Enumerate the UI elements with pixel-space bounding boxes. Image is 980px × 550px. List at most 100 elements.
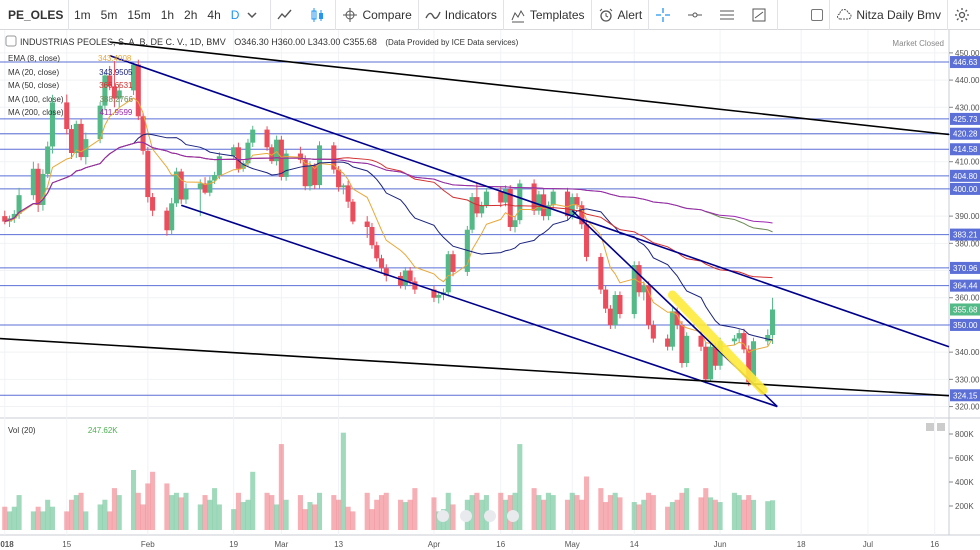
volume-tick-label: 200K — [955, 502, 974, 511]
time-tick-label: May — [565, 540, 580, 549]
candle-body — [412, 281, 418, 290]
volume-bar — [264, 492, 270, 530]
templates-label: Templates — [529, 7, 585, 22]
candle-body — [402, 270, 408, 286]
indicators-button[interactable]: Indicators — [419, 0, 503, 30]
price-chart[interactable]: 320.00330.00340.00350.00360.00370.00380.… — [0, 30, 980, 550]
volume-bar — [78, 492, 84, 530]
candle-body — [502, 188, 509, 203]
timeframe-4h[interactable]: 4h — [207, 7, 221, 22]
timeframe-1m[interactable]: 1m — [74, 7, 91, 22]
candle-body — [73, 123, 79, 153]
volume-bar — [173, 492, 179, 530]
candle-body — [111, 86, 117, 99]
drawing-tools-button[interactable] — [745, 0, 777, 30]
indicator-legend: EMA (8, close) 343.4908 MA (20, close) 343… — [8, 52, 133, 120]
candle-body — [665, 338, 671, 347]
volume-bar — [269, 495, 275, 530]
volume-bar — [240, 502, 246, 530]
price-tick-label: 340.00 — [955, 348, 980, 357]
layout-selector[interactable]: Nitza Daily Bmv — [830, 0, 947, 30]
toolbar-divider — [829, 0, 831, 30]
symbol-search[interactable]: PE_OLES — [8, 7, 64, 22]
indicator-name: MA (20, close) — [8, 67, 60, 77]
volume-bar — [340, 432, 346, 530]
candle-body — [679, 324, 685, 364]
candle-body — [512, 220, 518, 227]
lines-icon — [719, 7, 735, 23]
volume-bar — [150, 471, 156, 530]
last-price-label: 355.68 — [953, 305, 978, 314]
level-tag-label: 414.58 — [953, 145, 978, 154]
settings-button[interactable] — [948, 0, 980, 30]
volume-bar — [97, 504, 103, 530]
candle-body — [235, 147, 241, 169]
volume-bar — [412, 488, 418, 530]
volume-bar — [474, 492, 480, 530]
indicator-ma50[interactable]: MA (50, close) 366.6531 — [8, 79, 133, 93]
indicator-ma20[interactable]: MA (20, close) 343.9505 — [8, 66, 133, 80]
compare-label: Compare — [362, 7, 412, 22]
volume-bar — [703, 488, 709, 530]
navigation-button-icon — [507, 510, 519, 522]
time-tick-label: 16 — [496, 540, 505, 549]
crosshair-button[interactable] — [649, 0, 681, 30]
indicator-value: 343.9505 — [99, 67, 133, 77]
candle-body — [569, 197, 575, 217]
drawing-tools-icon — [751, 7, 767, 23]
volume-bar — [364, 492, 370, 530]
trendline — [667, 290, 768, 395]
volume-bar — [584, 476, 590, 530]
volume-bar — [107, 511, 113, 530]
volume-bar — [750, 499, 757, 530]
timeframe-1h[interactable]: 1h — [160, 7, 175, 22]
volume-axis: 800K 600K 400K 200K — [949, 430, 974, 511]
candle-body — [483, 191, 489, 206]
volume-legend: Vol (20) 247.62K — [8, 424, 118, 438]
volume-bar — [73, 495, 79, 530]
alarm-clock-icon — [598, 7, 614, 23]
sync-checkbox[interactable] — [805, 0, 829, 30]
layout-name: Nitza Daily Bmv — [856, 7, 941, 22]
volume-bar — [30, 511, 36, 530]
alert-button[interactable]: Alert — [592, 0, 649, 30]
grid — [0, 30, 980, 536]
indicator-ma200[interactable]: MA (200, close) 411.9599 — [8, 106, 133, 120]
indicator-ema8[interactable]: EMA (8, close) 343.4908 — [8, 52, 133, 66]
price-tick-label: 450.00 — [955, 49, 980, 58]
horizontal-ray-button[interactable] — [681, 0, 713, 30]
volume-bar — [197, 504, 203, 530]
volume-bar — [307, 502, 313, 530]
volume-bar — [536, 495, 542, 530]
volume-bar — [312, 504, 318, 530]
timeframe-d[interactable]: D — [230, 7, 240, 22]
timeframe-2h[interactable]: 2h — [184, 7, 198, 22]
bar-style-button[interactable] — [271, 0, 303, 30]
compare-icon — [342, 7, 358, 23]
volume-bar — [178, 497, 184, 530]
candle-body — [698, 335, 704, 347]
moving-average-line — [4, 97, 773, 354]
volume-bar — [6, 511, 13, 530]
compare-button[interactable]: Compare — [336, 0, 417, 30]
time-tick-label: Jun — [714, 540, 727, 549]
candles-style-button[interactable] — [303, 0, 335, 30]
parallel-channel-button[interactable] — [713, 0, 745, 30]
indicator-value: 343.4908 — [98, 54, 132, 63]
timeframe-5m[interactable]: 5m — [100, 7, 118, 22]
volume-bar — [11, 506, 17, 530]
candle-body — [102, 75, 108, 106]
templates-button[interactable]: Templates — [504, 0, 591, 30]
timeframe-15m[interactable]: 15m — [127, 7, 151, 22]
candle-body — [240, 163, 246, 169]
candle-body — [312, 165, 318, 186]
interval-dropdown[interactable] — [244, 0, 270, 30]
candle-body — [35, 168, 41, 205]
candle-body — [207, 180, 213, 193]
level-tag-label: 420.28 — [953, 130, 978, 139]
level-tag-label: 404.80 — [953, 172, 978, 181]
time-tick-label: 15 — [62, 540, 71, 549]
volume-bar — [278, 444, 284, 530]
volume-bar — [736, 495, 742, 530]
indicator-ma100[interactable]: MA (100, close) 388.2766 — [8, 93, 133, 107]
